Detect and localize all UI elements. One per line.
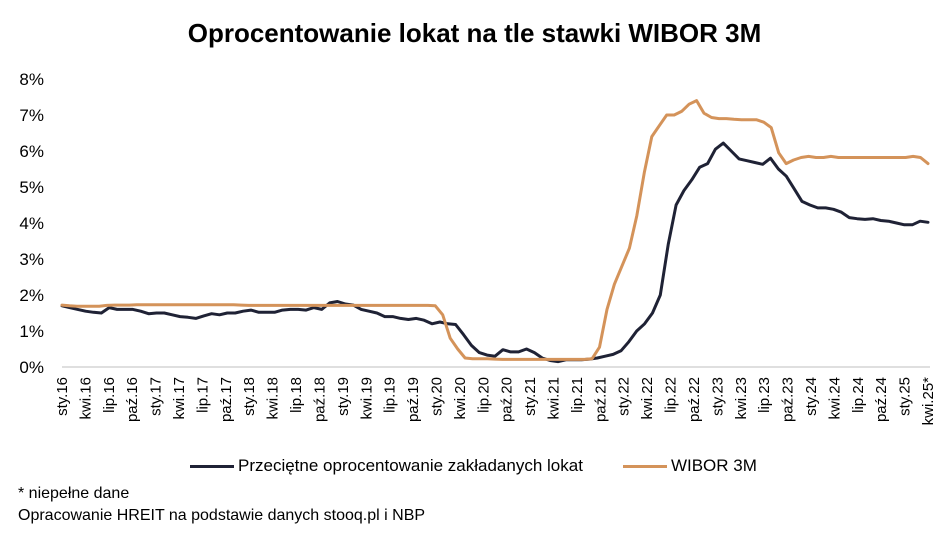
y-tick-label: 0% (19, 358, 44, 377)
chart-title: Oprocentowanie lokat na tle stawki WIBOR… (187, 18, 762, 48)
x-tick-label: kwi.25* (920, 377, 937, 426)
x-tick-label: kwi.18 (265, 377, 282, 420)
series-line-wibor (60, 99, 930, 361)
x-tick-label: paź.16 (124, 377, 141, 422)
x-tick-label: kwi.22 (639, 377, 656, 420)
legend: Przeciętne oprocentowanie zakładanych lo… (190, 454, 797, 478)
x-tick-label: lip.16 (101, 377, 118, 413)
x-tick-label: sty.19 (335, 377, 352, 416)
y-tick-label: 3% (19, 250, 44, 269)
legend-swatch-deposits (190, 464, 234, 468)
x-tick-label: kwi.23 (733, 377, 750, 420)
x-tick-label: sty.25 (897, 377, 914, 416)
x-tick-label: paź.22 (686, 377, 703, 422)
y-axis: 0% 1% 2% 3% 4% 5% 6% 7% 8% (19, 70, 44, 377)
x-tick-label: sty.21 (522, 377, 539, 416)
x-tick-label: sty.22 (616, 377, 633, 416)
y-tick-label: 1% (19, 322, 44, 341)
x-tick-label: kwi.16 (77, 377, 94, 420)
x-axis: sty.16 kwi.16 lip.16 paź.16 sty.17 kwi.17 lip.… (54, 366, 937, 426)
footnote: * niepełne dane (18, 485, 130, 502)
y-tick-label: 2% (19, 286, 44, 305)
x-tick-label: sty.23 (709, 377, 726, 416)
x-tick-label: sty.24 (803, 377, 820, 416)
x-tick-label: lip.19 (382, 377, 399, 413)
x-tick-label: lip.22 (663, 377, 680, 413)
x-tick-label: paź.18 (311, 377, 328, 422)
legend-item-wibor: WIBOR 3M (622, 456, 757, 476)
legend-label-wibor: WIBOR 3M (670, 456, 757, 475)
x-tick-label: lip.24 (850, 377, 867, 413)
x-tick-label: sty.18 (241, 377, 258, 416)
x-tick-label: kwi.17 (171, 377, 188, 420)
x-tick-label: paź.21 (592, 377, 609, 422)
x-tick-label: kwi.24 (826, 377, 843, 420)
x-tick-label: paź.23 (780, 377, 797, 422)
x-tick-label: paź.20 (499, 377, 516, 422)
x-tick-label: paź.19 (405, 377, 422, 422)
x-tick-label: sty.17 (148, 377, 165, 416)
x-tick-label: lip.21 (569, 377, 586, 413)
legend-item-deposits: Przeciętne oprocentowanie zakładanych lo… (190, 456, 583, 476)
legend-label-deposits: Przeciętne oprocentowanie zakładanych lo… (238, 456, 583, 475)
x-tick-label: lip.17 (194, 377, 211, 413)
y-tick-label: 4% (19, 214, 44, 233)
x-tick-label: paź.24 (873, 377, 890, 422)
x-tick-label: sty.20 (428, 377, 445, 416)
x-tick-label: kwi.21 (546, 377, 563, 420)
x-tick-label: lip.23 (756, 377, 773, 413)
y-tick-label: 7% (19, 106, 44, 125)
x-tick-label: kwi.19 (358, 377, 375, 420)
legend-swatch-wibor (622, 464, 667, 468)
x-tick-label: paź.17 (218, 377, 235, 422)
y-tick-label: 5% (19, 178, 44, 197)
y-tick-label: 8% (19, 70, 44, 89)
series-line-deposits (60, 141, 930, 364)
series-lines (60, 99, 930, 364)
source-note: Opracowanie HREIT na podstawie danych st… (18, 507, 426, 524)
x-tick-label: sty.16 (54, 377, 71, 416)
y-tick-label: 6% (19, 142, 44, 161)
x-tick-label: kwi.20 (452, 377, 469, 420)
x-tick-label: lip.18 (288, 377, 305, 413)
x-tick-label: lip.20 (475, 377, 492, 413)
